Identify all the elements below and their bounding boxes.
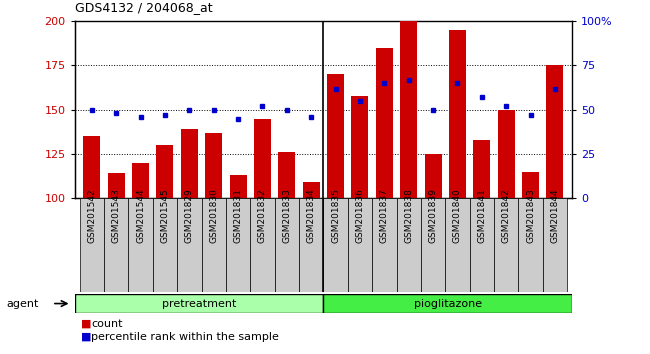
Bar [229, 175, 246, 198]
Bar [547, 65, 564, 198]
Text: GSM201838: GSM201838 [404, 188, 413, 243]
Bar [352, 96, 369, 198]
Bar [274, 198, 299, 292]
Bar [473, 140, 490, 198]
Bar [250, 198, 275, 292]
Text: GSM201830: GSM201830 [209, 188, 218, 243]
Text: agent: agent [6, 298, 39, 309]
Bar [129, 198, 153, 292]
Bar [522, 172, 539, 198]
Bar [327, 74, 344, 198]
Text: percentile rank within the sample: percentile rank within the sample [91, 332, 279, 342]
Bar [157, 145, 174, 198]
Text: GSM201544: GSM201544 [136, 189, 145, 243]
Bar [470, 198, 494, 292]
Bar [519, 198, 543, 292]
Bar [108, 173, 125, 198]
Text: GSM201836: GSM201836 [356, 188, 365, 243]
Text: GSM201543: GSM201543 [112, 189, 121, 243]
Text: GSM201842: GSM201842 [502, 189, 511, 243]
Text: GSM201840: GSM201840 [453, 189, 462, 243]
Bar [278, 152, 295, 198]
Bar [324, 294, 572, 313]
Bar [396, 198, 421, 292]
Text: GDS4132 / 204068_at: GDS4132 / 204068_at [75, 1, 213, 14]
Bar [494, 198, 519, 292]
Text: GSM201829: GSM201829 [185, 189, 194, 243]
Text: GSM201832: GSM201832 [258, 189, 267, 243]
Text: GSM201835: GSM201835 [331, 188, 340, 243]
Bar [202, 198, 226, 292]
Text: pioglitazone: pioglitazone [413, 298, 482, 309]
Bar [543, 198, 567, 292]
Text: GSM201844: GSM201844 [551, 189, 560, 243]
Text: ■: ■ [81, 332, 92, 342]
Bar [226, 198, 250, 292]
Bar [254, 119, 271, 198]
Text: GSM201834: GSM201834 [307, 189, 316, 243]
Text: GSM201545: GSM201545 [161, 189, 170, 243]
Bar [324, 198, 348, 292]
Bar [75, 294, 324, 313]
Bar [498, 110, 515, 198]
Bar [104, 198, 129, 292]
Bar [299, 198, 324, 292]
Text: pretreatment: pretreatment [162, 298, 236, 309]
Bar [132, 163, 149, 198]
Bar [205, 133, 222, 198]
Text: GSM201837: GSM201837 [380, 188, 389, 243]
Bar [181, 129, 198, 198]
Bar [445, 198, 470, 292]
Bar [177, 198, 202, 292]
Text: ■: ■ [81, 319, 92, 329]
Bar [449, 30, 466, 198]
Bar [421, 198, 445, 292]
Bar [376, 48, 393, 198]
Bar [348, 198, 372, 292]
Text: GSM201831: GSM201831 [233, 188, 242, 243]
Bar [153, 198, 177, 292]
Bar [303, 182, 320, 198]
Text: count: count [91, 319, 122, 329]
Bar [79, 198, 104, 292]
Text: GSM201833: GSM201833 [282, 188, 291, 243]
Text: GSM201841: GSM201841 [477, 189, 486, 243]
Text: GSM201843: GSM201843 [526, 189, 535, 243]
Bar [400, 21, 417, 198]
Text: GSM201542: GSM201542 [87, 189, 96, 243]
Bar [372, 198, 396, 292]
Text: GSM201839: GSM201839 [428, 188, 437, 243]
Bar [83, 136, 100, 198]
Bar [424, 154, 441, 198]
